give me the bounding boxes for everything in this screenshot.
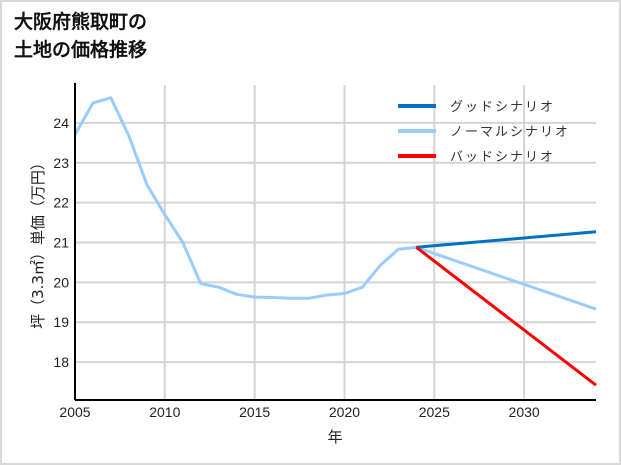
x-tick-label: 2025: [419, 404, 450, 420]
x-tick-label: 2020: [329, 404, 360, 420]
series-line: [415, 246, 597, 387]
x-axis-title: 年: [327, 428, 342, 446]
series-line: [73, 96, 597, 311]
legend-swatch: [398, 104, 436, 108]
x-tick-label: 2015: [239, 404, 270, 420]
legend-label: バッドシナリオ: [450, 150, 555, 165]
legend-label: ノーマルシナリオ: [450, 125, 570, 140]
y-tick-label: 21: [53, 235, 69, 251]
y-axis-title: 坪（3.3㎡）単価（万円）: [29, 155, 47, 329]
legend-label: グッドシナリオ: [450, 100, 555, 115]
legend-swatch: [398, 154, 436, 158]
chart-title-line-2: 土地の価格推移: [14, 39, 148, 61]
chart-title: 大阪府熊取町の 土地の価格推移: [14, 8, 147, 64]
x-tick-label: 2005: [59, 404, 90, 420]
legend-swatch: [398, 129, 436, 133]
x-tick-label: 2030: [509, 404, 540, 420]
x-tick-label: 2010: [149, 404, 180, 420]
y-tick-label: 22: [53, 195, 69, 211]
series-lines: [73, 96, 597, 387]
y-tick-label: 23: [53, 155, 69, 171]
y-tick-label: 19: [53, 314, 69, 330]
chart-title-line-1: 大阪府熊取町の: [14, 11, 148, 33]
y-tick-label: 24: [53, 115, 69, 131]
axes: [74, 83, 596, 401]
grid-lines: [75, 85, 596, 400]
y-tick-label: 20: [53, 274, 69, 290]
tick-labels: 18 19 20 21 22 23 24 2005 2010 2015 2020 2025 2030: [53, 115, 539, 420]
y-tick-label: 18: [53, 354, 69, 370]
series-line: [416, 230, 597, 249]
